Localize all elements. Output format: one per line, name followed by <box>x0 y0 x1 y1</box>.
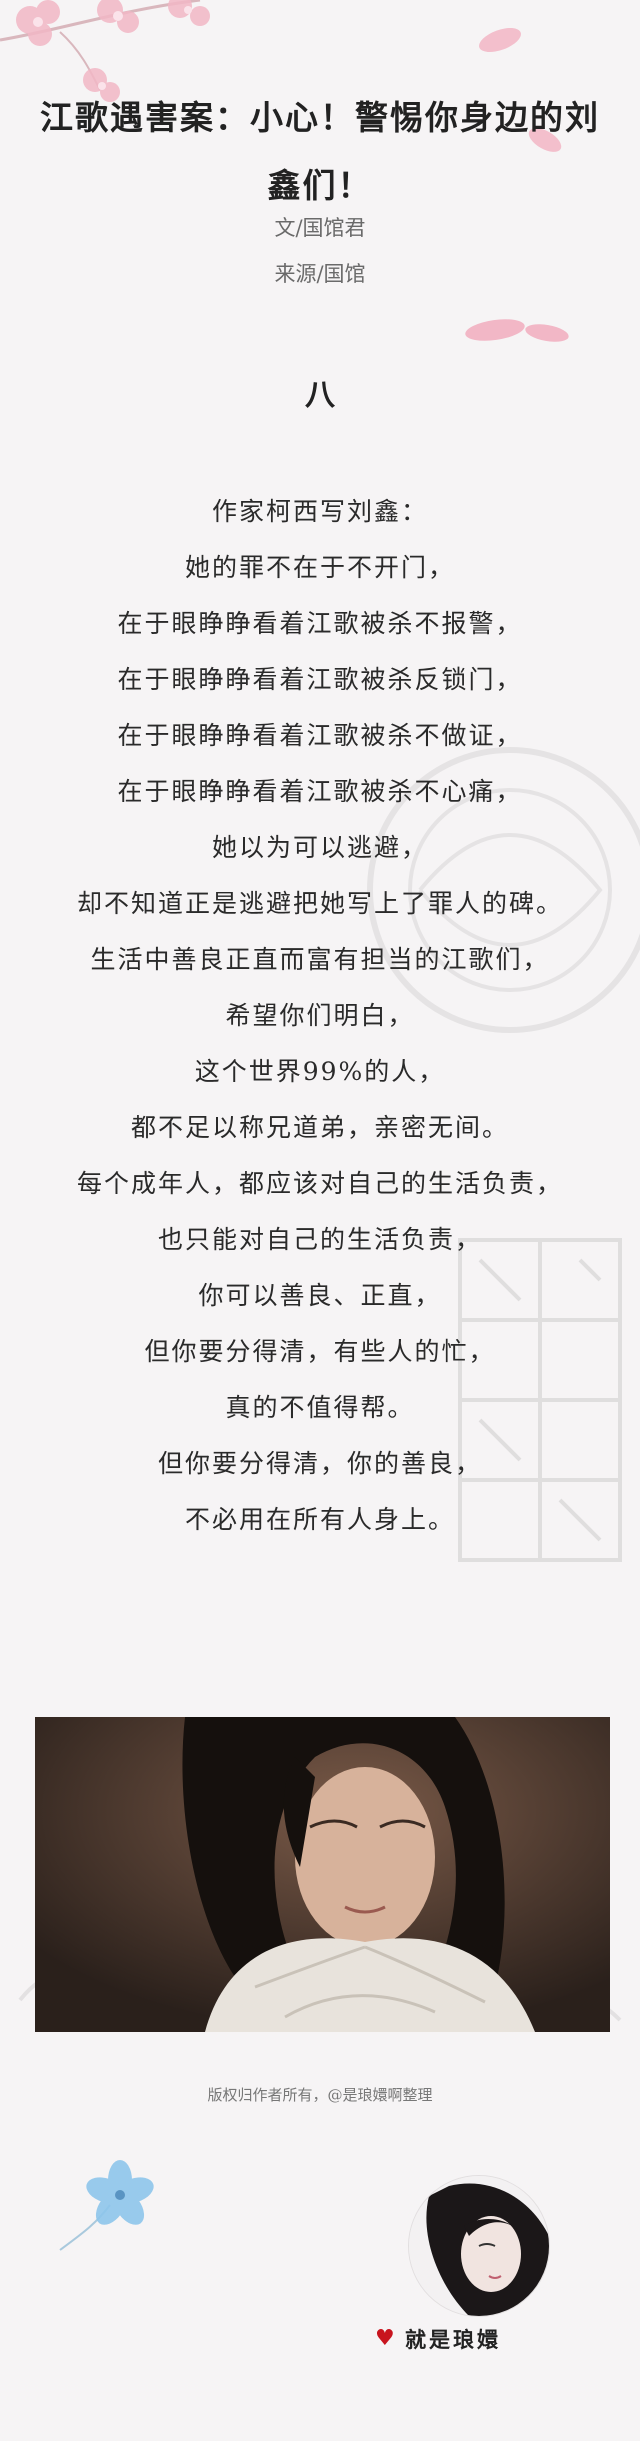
body-line: 生活中善良正直而富有担当的江歌们， <box>90 945 550 974</box>
petal-decoration <box>479 27 521 53</box>
lattice-pattern <box>458 1238 622 1562</box>
woman-portrait-image <box>35 1717 610 2032</box>
body-line: 在于眼睁睁看着江歌被杀不报警， <box>117 609 523 638</box>
body-line: 每个成年人，都应该对自己的生活负责， <box>76 1169 563 1198</box>
avatar-portrait-image <box>409 2176 549 2316</box>
body-line: 但你要分得清，你的善良， <box>157 1449 482 1478</box>
body-line: 在于眼睁睁看着江歌被杀不心痛， <box>117 777 523 806</box>
body-line: 在于眼睁睁看着江歌被杀反锁门， <box>117 665 523 694</box>
body-line: 在于眼睁睁看着江歌被杀不做证， <box>117 721 523 750</box>
body-line: 都不足以称兄道弟，亲密无间。 <box>130 1113 509 1142</box>
article-author: 文/国馆君 <box>274 216 366 240</box>
body-line: 她的罪不在于不开门， <box>184 553 455 582</box>
body-line: 也只能对自己的生活负责， <box>157 1225 482 1254</box>
petal-decoration <box>528 128 562 152</box>
watermark-pattern <box>367 747 640 1033</box>
avatar <box>408 2175 550 2317</box>
body-line: 真的不值得帮。 <box>225 1393 415 1422</box>
copyright-caption: 版权归作者所有，@是琅嬛啊整理 <box>207 2086 433 2104</box>
body-line: 她以为可以逃避， <box>211 833 428 862</box>
body-line: 作家柯西写刘鑫： <box>211 497 428 526</box>
signature-text: 就是琅嬛 <box>405 2328 501 2352</box>
article-title: 江歌遇害案：小心！警惕你身边的刘鑫们！ <box>40 98 600 206</box>
article-photo <box>35 1717 610 2032</box>
section-number: 八 <box>305 378 335 413</box>
blue-flower-decoration <box>59 2160 154 2251</box>
article-body: 作家柯西写刘鑫： 她的罪不在于不开门， 在于眼睁睁看着江歌被杀不报警， 在于眼睁… <box>50 484 590 1548</box>
body-line: 不必用在所有人身上。 <box>184 1505 455 1534</box>
body-line: 却不知道正是逃避把她写上了罪人的碑。 <box>76 889 563 918</box>
cherry-blossom-decoration <box>0 0 210 102</box>
signature: ♥ 就是琅嬛 <box>375 2320 575 2360</box>
body-line: 你可以善良、正直， <box>198 1281 442 1310</box>
body-line: 希望你们明白， <box>225 1001 415 1030</box>
petal-decoration <box>465 319 569 342</box>
body-line: 但你要分得清，有些人的忙， <box>144 1337 496 1366</box>
heart-icon: ♥ <box>375 2326 395 2351</box>
body-line: 这个世界99%的人， <box>194 1057 446 1086</box>
article-source: 来源/国馆 <box>274 262 366 286</box>
